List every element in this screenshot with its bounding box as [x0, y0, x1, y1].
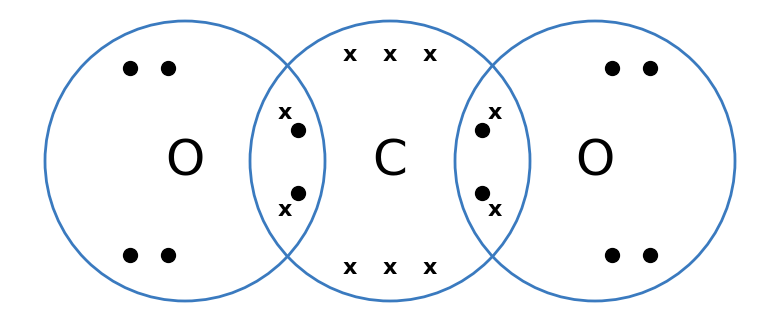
Text: x: x — [423, 258, 437, 278]
Text: x: x — [343, 258, 357, 278]
Text: x: x — [278, 103, 292, 123]
Text: x: x — [383, 45, 397, 65]
Text: x: x — [423, 45, 437, 65]
Text: O: O — [165, 137, 204, 185]
Text: x: x — [383, 258, 397, 278]
Text: O: O — [576, 137, 615, 185]
Text: x: x — [343, 45, 357, 65]
Text: C: C — [373, 137, 407, 185]
Text: x: x — [488, 200, 502, 220]
Text: x: x — [278, 200, 292, 220]
Text: x: x — [488, 103, 502, 123]
